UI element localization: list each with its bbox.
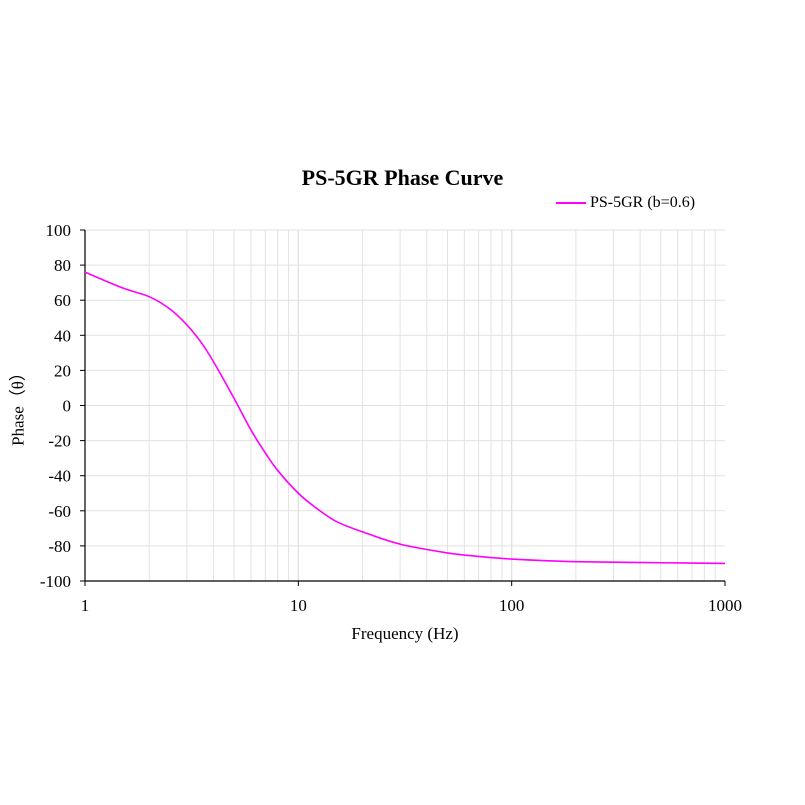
chart-title: PS-5GR Phase Curve <box>301 165 504 190</box>
x-tick-label: 1 <box>81 596 90 615</box>
y-tick-label: 20 <box>54 361 71 380</box>
legend-swatch <box>556 202 586 204</box>
legend: PS-5GR (b=0.6) <box>556 194 695 212</box>
y-tick-label: 100 <box>46 221 72 240</box>
series-line <box>84 271 726 565</box>
legend-label: PS-5GR (b=0.6) <box>590 194 696 211</box>
y-tick-label: 0 <box>63 397 72 416</box>
x-tick-label: 100 <box>499 596 525 615</box>
y-tick-label: 40 <box>54 326 71 345</box>
y-tick-label: -60 <box>48 502 71 521</box>
y-tick-label: -40 <box>48 467 71 486</box>
x-tick-label: 1000 <box>708 596 742 615</box>
x-axis-label: Frequency (Hz) <box>351 624 459 643</box>
y-tick-label: -80 <box>48 537 71 556</box>
y-tick-label: 60 <box>54 291 71 310</box>
y-tick-label: 80 <box>54 256 71 275</box>
y-tick-label: -20 <box>48 432 71 451</box>
y-axis-label: Phase（θ） <box>8 364 28 446</box>
x-tick-label: 10 <box>290 596 307 615</box>
y-tick-label: -100 <box>40 572 71 591</box>
